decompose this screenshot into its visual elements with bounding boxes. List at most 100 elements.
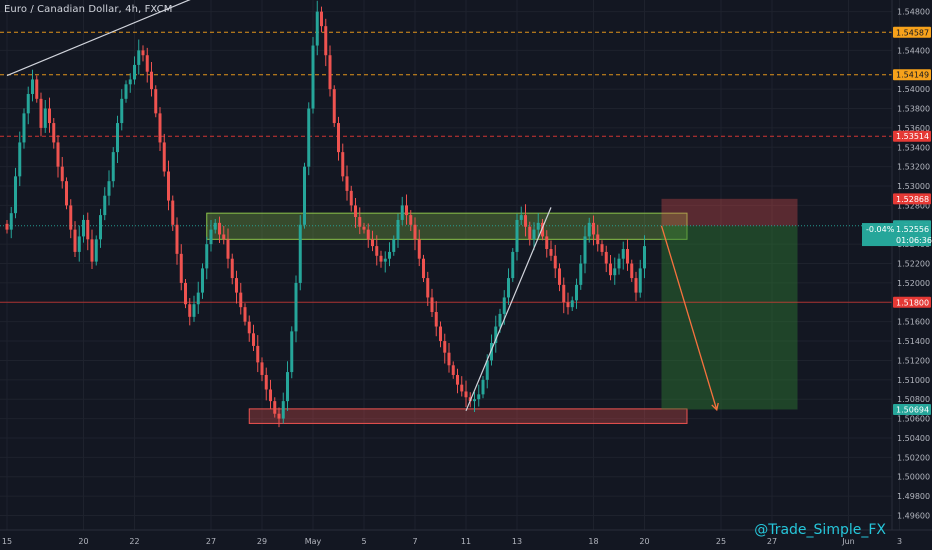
candle-body: [371, 239, 374, 247]
candle-body: [213, 222, 217, 230]
candle-body: [638, 268, 642, 293]
candle-body: [439, 326, 442, 342]
candle-body: [43, 108, 47, 128]
candle-body: [541, 222, 544, 237]
price-tags: 1.545871.541491.535141.528681.525901.518…: [862, 26, 932, 415]
x-tick-label: 29: [257, 537, 267, 546]
y-tick-label: 1.50000: [897, 473, 930, 482]
red-level-tag: [893, 296, 931, 308]
candle-body: [341, 152, 345, 177]
candle-body: [116, 123, 119, 153]
current-change-label: -0.04%: [866, 225, 895, 234]
candle-body: [188, 304, 192, 317]
candle-body: [39, 98, 43, 128]
red-level-tag-label: 1.51800: [896, 298, 929, 307]
candle-body: [18, 142, 22, 177]
target-level-tag: [893, 403, 931, 415]
x-tick-label: 18: [588, 537, 598, 546]
candle-body: [256, 345, 260, 363]
upper-trendline[interactable]: [6, 0, 220, 77]
candle-body: [324, 26, 328, 56]
resistance-1-tag-label: 1.54587: [896, 28, 929, 37]
candle-body: [167, 171, 170, 201]
x-tick-label: Jun: [841, 537, 855, 546]
candle-body: [107, 181, 111, 196]
candle-body: [222, 234, 226, 240]
candle-body: [230, 258, 234, 279]
candle-body: [226, 239, 230, 259]
candle-body: [184, 282, 187, 305]
candle-body: [111, 152, 115, 182]
candle-body: [239, 292, 243, 308]
y-tick-label: 1.53200: [897, 163, 930, 172]
candle-body: [400, 205, 404, 220]
x-tick-label: 27: [206, 537, 216, 546]
candle-body: [592, 222, 595, 235]
target-level-tag-label: 1.50694: [896, 405, 929, 414]
y-tick-label: 1.53000: [897, 182, 930, 191]
candle-body: [383, 258, 387, 262]
candle-body: [519, 215, 523, 220]
level-3-tag-label: 1.53514: [896, 132, 929, 141]
candle-body: [179, 253, 183, 283]
candle-body: [349, 190, 353, 206]
projection-arrow[interactable]: [660, 225, 718, 411]
candle-body: [426, 278, 430, 298]
candle-body: [260, 362, 264, 375]
y-tick-label: 1.54800: [897, 8, 930, 17]
candle-body: [413, 224, 417, 240]
x-tick-label: 5: [361, 537, 366, 546]
stop-level-tag: [893, 193, 931, 205]
y-tick-label: 1.51200: [897, 356, 930, 365]
candle-body: [422, 258, 425, 279]
candle-body: [332, 89, 336, 124]
candle-body: [545, 236, 549, 250]
candle-body: [536, 222, 540, 230]
candle-body: [477, 394, 481, 400]
time-axis[interactable]: 15 20 22 27 29 May 5 7 11 13 18 20 25 27 Jun 3: [2, 537, 902, 546]
x-tick-label: May: [305, 537, 322, 546]
supply-zone[interactable]: [206, 212, 688, 240]
candle-body: [145, 55, 149, 72]
x-tick-label: 20: [78, 537, 88, 546]
candle-body: [243, 307, 247, 322]
candle-body: [137, 50, 141, 65]
y-tick-label: 1.50200: [897, 453, 930, 462]
candle-body: [447, 352, 451, 366]
candle-body: [294, 282, 298, 332]
candle-body: [273, 401, 277, 414]
y-tick-label: 1.49800: [897, 492, 930, 501]
grid: [0, 0, 900, 530]
candle-body: [396, 219, 400, 240]
candle-body: [175, 224, 179, 254]
candle-body: [235, 278, 238, 293]
demand-zone[interactable]: [248, 408, 688, 424]
candle-body: [247, 321, 251, 334]
candle-body: [524, 215, 527, 227]
position-stop-zone[interactable]: [661, 198, 798, 226]
candle-body: [575, 284, 578, 301]
candle-body: [218, 222, 221, 235]
candle-body: [60, 166, 64, 182]
candle-body: [604, 251, 608, 264]
rising-trendline[interactable]: [465, 207, 552, 412]
x-tick-label: 13: [512, 537, 522, 546]
candle-body: [630, 263, 634, 279]
y-tick-label: 1.51000: [897, 376, 930, 385]
candle-body: [9, 213, 13, 230]
candle-body: [596, 234, 600, 245]
candle-body: [328, 55, 332, 90]
candle-body: [73, 229, 77, 252]
x-tick-label: 15: [2, 537, 12, 546]
y-tick-label: 1.52200: [897, 260, 930, 269]
candle-body: [473, 399, 476, 402]
candle-body: [141, 50, 145, 56]
candle-body: [269, 389, 272, 402]
candle-body: [485, 360, 489, 380]
drawings: [6, 0, 719, 412]
position-target-zone[interactable]: [661, 225, 798, 410]
y-tick-label: 1.52800: [897, 201, 930, 210]
candle-body: [494, 326, 498, 343]
candle-body: [405, 205, 408, 216]
